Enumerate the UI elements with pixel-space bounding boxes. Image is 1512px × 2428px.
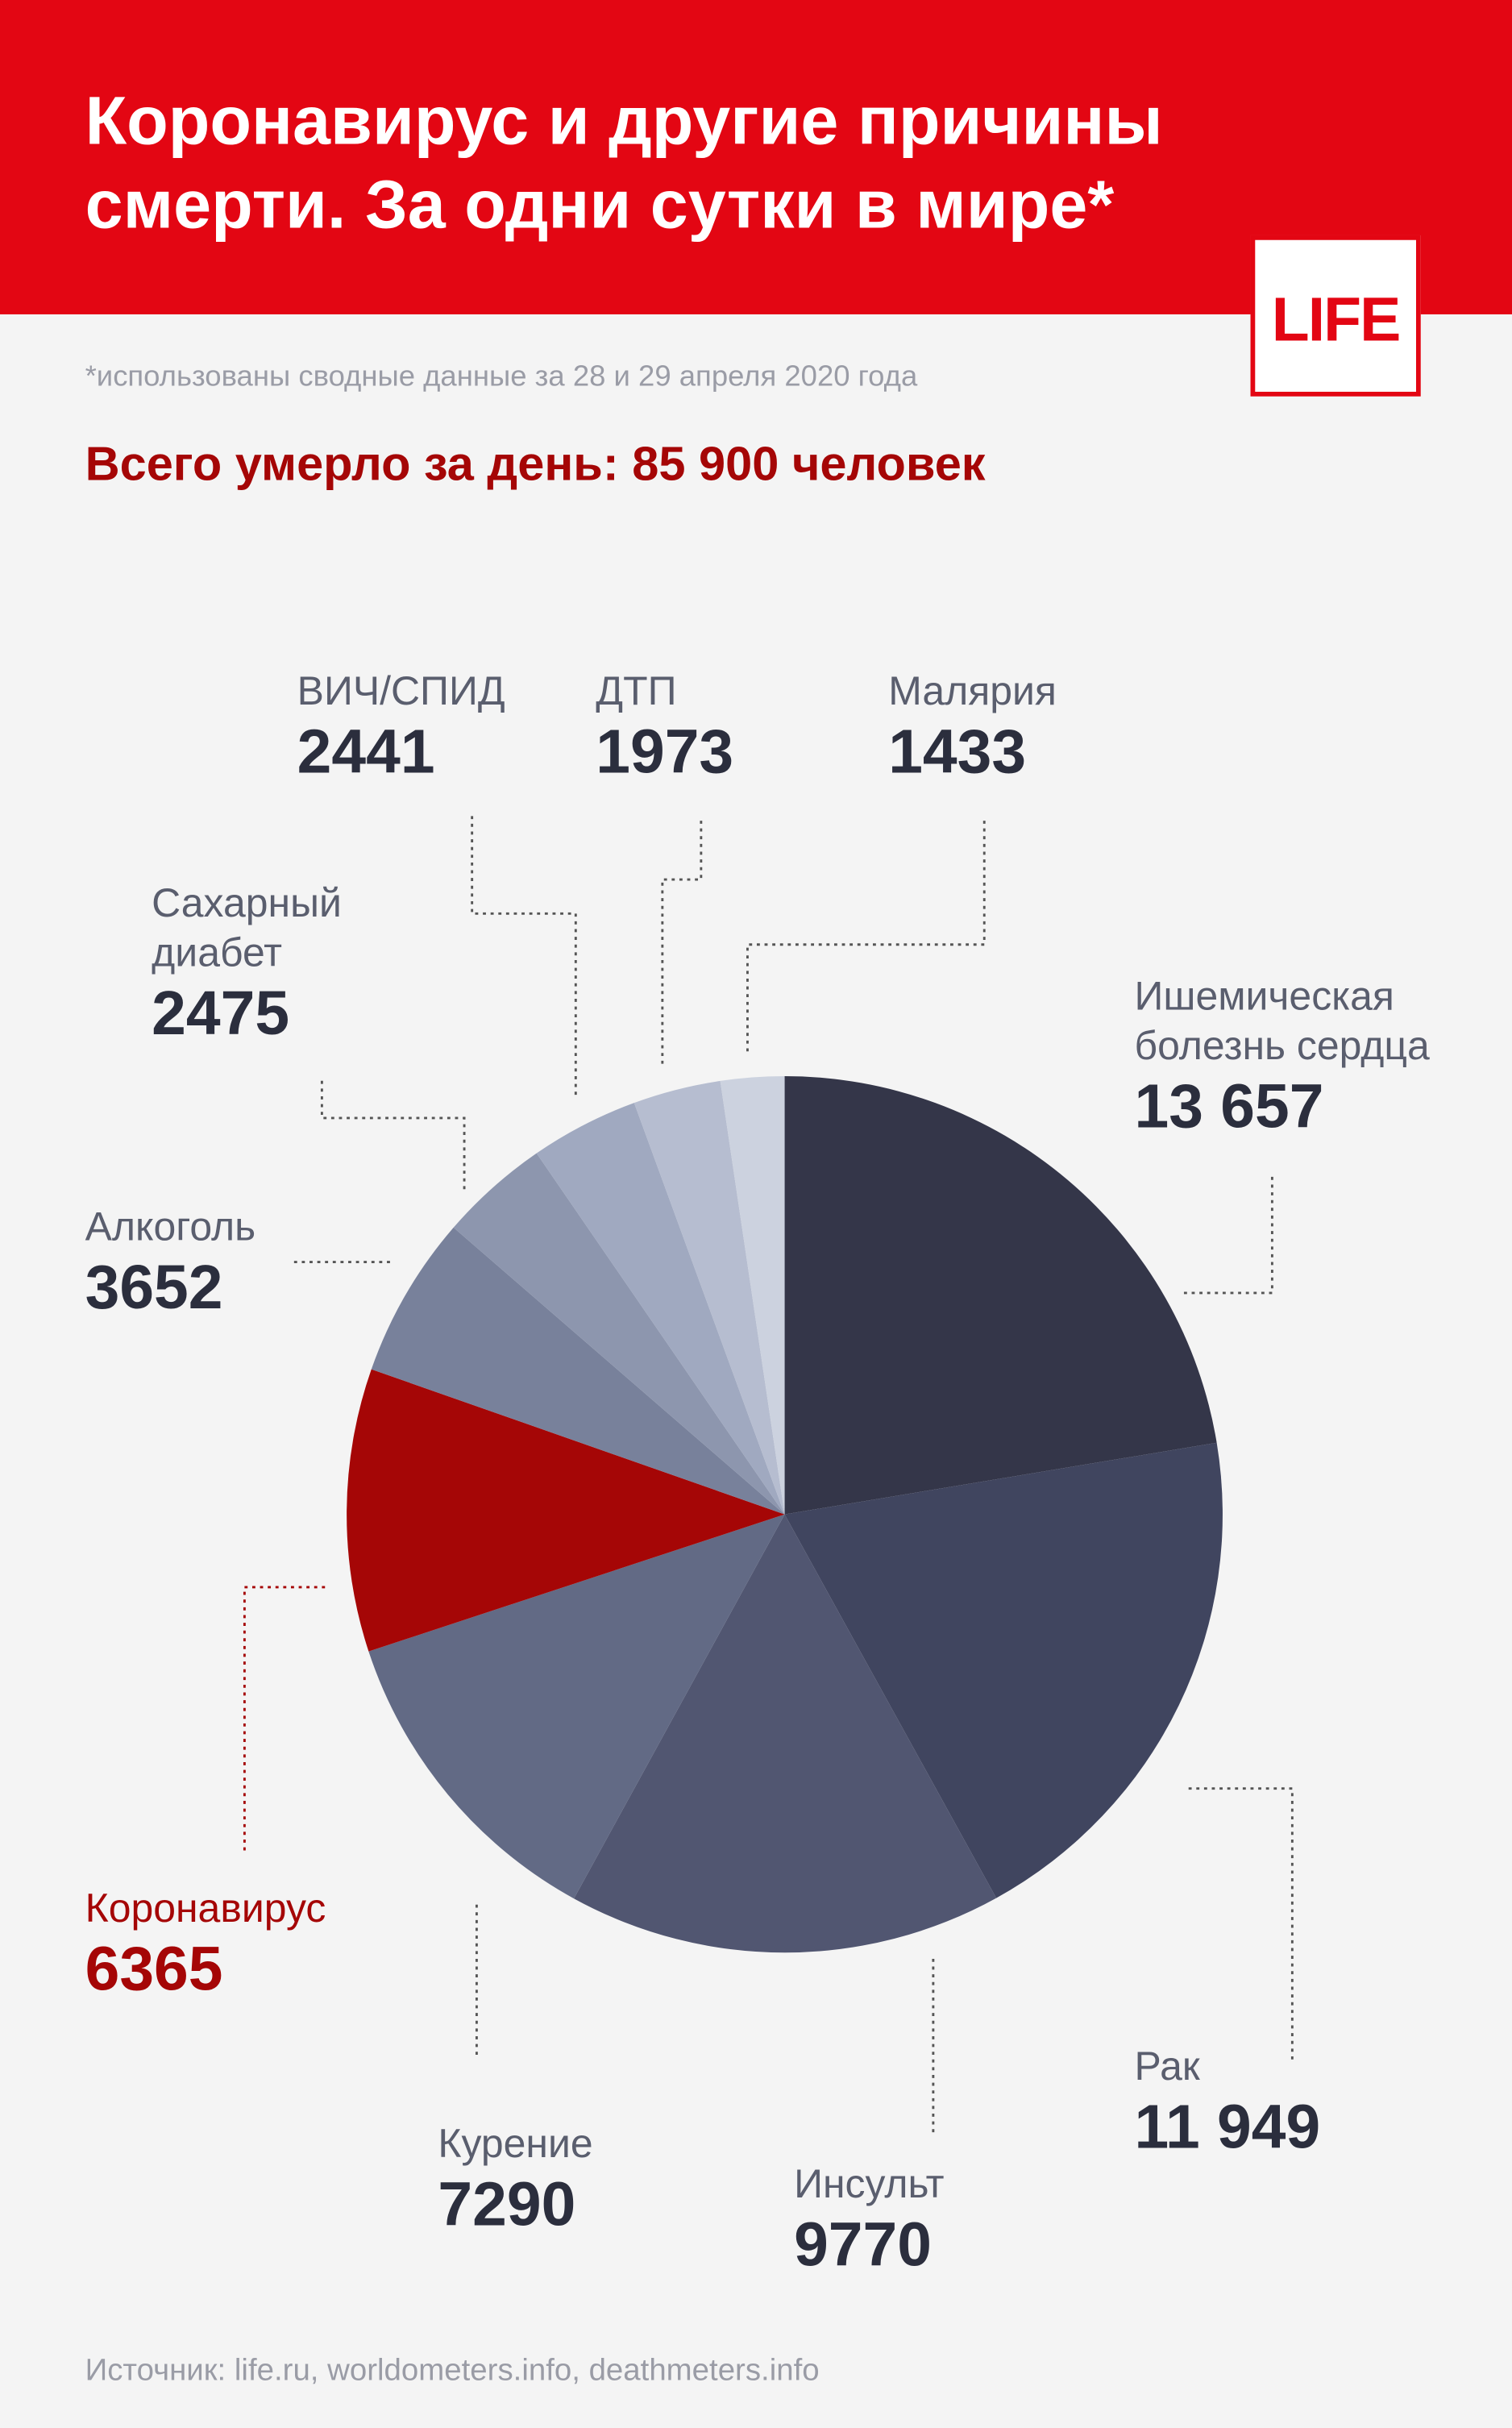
label-value: 1433 [888,718,1027,787]
pie-slice [784,1076,1217,1515]
pie-slice [347,1369,785,1652]
leader-line [1183,1176,1273,1295]
label-value: 2475 [152,979,290,1049]
pie-slice [371,1227,785,1515]
title: Коронавирус и другие причины смерти. За … [85,83,1163,243]
label-value: 9770 [794,2211,932,2280]
label-name: Ишемическая болезнь сердца [1134,972,1430,1069]
slice-label: Рак 11 949 [1135,2041,1321,2162]
pie-slice [720,1076,785,1515]
leader-line [661,821,703,1069]
source: Источник: life.ru, worldometers.info, de… [85,2353,820,2389]
pie-slice [574,1514,997,1953]
leader-line [1183,1787,1294,2060]
slice-label: Коронавирус 6365 [85,1883,326,2004]
label-name: Малярия [888,667,1057,714]
slice-label: ВИЧ/СПИД 2441 [297,666,505,787]
label-value: 1973 [596,718,734,787]
pie-slice [633,1080,785,1515]
slice-label: Сахарный диабет 2475 [152,878,342,1048]
label-name: Курение [438,2119,593,2167]
slice-label: Инсульт 9770 [794,2159,944,2280]
label-name: Алкоголь [85,1203,256,1250]
label-name: Коронавирус [85,1884,326,1931]
label-value: 7290 [438,2171,576,2239]
slice-label: Алкоголь 3652 [85,1202,256,1323]
label-value: 6365 [85,1935,223,2004]
label-name: Рак [1134,2042,1200,2089]
slice-label: Малярия 1433 [888,666,1057,787]
leader-line [471,816,577,1096]
slice-label: Ишемическая болезнь сердца 13 657 [1135,971,1430,1141]
label-value: 3652 [85,1253,223,1323]
pie-slice [453,1153,785,1515]
logo: LIFE [1250,235,1421,397]
pie-slice [368,1514,785,1899]
label-name: Инсульт [794,2160,945,2207]
label-value: 13 657 [1134,1073,1324,1141]
label-value: 11 949 [1134,2093,1321,2162]
pie-slice [536,1103,785,1515]
leader-line [320,1080,466,1190]
label-name: ВИЧ/СПИД [297,667,505,714]
leader-line [746,821,986,1054]
label-name: ДТП [596,667,677,714]
slice-label: Курение 7290 [438,2118,592,2239]
pie-slice [784,1442,1223,1898]
subtitle: Всего умерло за день: 85 900 человек [85,436,986,491]
label-value: 2441 [297,718,435,787]
slice-label: ДТП 1973 [596,666,733,787]
leader-line [243,1586,329,1851]
label-name: Сахарный диабет [152,879,342,976]
footnote: *использованы сводные данные за 28 и 29 … [85,360,918,393]
